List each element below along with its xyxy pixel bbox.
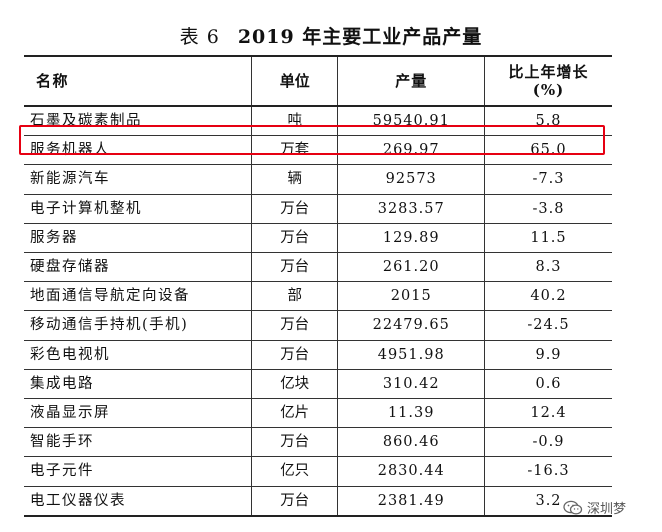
cell-output: 269.97	[337, 135, 485, 166]
table-row: 彩色电视机 万台 4951.98 9.9	[24, 339, 612, 370]
cell-output: 310.42	[337, 368, 485, 400]
cell-unit: 万台	[250, 427, 339, 458]
table-row: 智能手环 万台 860.46 -0.9	[24, 427, 612, 458]
header-output: 产量	[337, 55, 485, 107]
cell-unit: 万台	[250, 310, 339, 341]
cell-output: 22479.65	[337, 310, 485, 341]
cell-growth: 9.9	[484, 339, 612, 370]
header-growth: 比上年增长 (%)	[484, 55, 612, 107]
cell-unit: 万套	[250, 135, 339, 166]
cell-growth: 0.6	[484, 368, 612, 400]
cell-output: 261.20	[337, 252, 485, 283]
table-row: 集成电路 亿块 310.42 0.6	[24, 368, 612, 400]
cell-name: 服务器	[24, 222, 252, 254]
cell-output: 860.46	[337, 427, 485, 458]
cell-name: 电工仪器仪表	[24, 485, 252, 517]
wechat-icon	[563, 500, 583, 515]
cell-unit: 万台	[250, 339, 339, 370]
cell-growth: -0.9	[484, 427, 612, 458]
cell-output: 11.39	[337, 398, 485, 429]
cell-name: 石墨及碳素制品	[24, 105, 252, 137]
cell-unit: 万台	[250, 485, 339, 517]
cell-unit: 万台	[250, 193, 339, 224]
cell-growth: -24.5	[484, 310, 612, 341]
cell-name: 液晶显示屏	[24, 398, 252, 429]
table-row: 服务器 万台 129.89 11.5	[24, 222, 612, 254]
cell-growth: -7.3	[484, 164, 612, 195]
cell-name: 智能手环	[24, 427, 252, 458]
table-row: 电工仪器仪表 万台 2381.49 3.2	[24, 485, 612, 517]
watermark-text: 深圳梦	[587, 501, 627, 516]
table-row: 地面通信导航定向设备部 2015 40.2	[24, 281, 612, 312]
table-row: 电子元件 亿只 2830.44 -16.3	[24, 456, 612, 487]
cell-growth: 8.3	[484, 252, 612, 283]
cell-output: 59540.91	[337, 105, 485, 137]
table-row: 新能源汽车辆 92573 -7.3	[24, 164, 612, 195]
header-unit: 单位	[250, 55, 339, 107]
cell-name: 新能源汽车	[24, 164, 252, 195]
cell-growth: 65.0	[484, 135, 612, 166]
cell-unit: 亿只	[250, 456, 339, 487]
cell-growth: -16.3	[484, 456, 612, 487]
cell-unit: 万台	[250, 252, 339, 283]
cell-unit: 吨	[250, 105, 339, 137]
table-row: 电子计算机整机 万台 3283.57 -3.8	[24, 193, 612, 224]
table-row: 移动通信手持机(手机) 万台 22479.65 -24.5	[24, 310, 612, 341]
cell-unit: 辆	[250, 164, 339, 195]
cell-name: 地面通信导航定向设备	[24, 281, 252, 312]
cell-name: 电子计算机整机	[24, 193, 252, 224]
cell-growth: 3.2	[484, 485, 612, 517]
cell-growth: -3.8	[484, 193, 612, 224]
cell-growth: 40.2	[484, 281, 612, 312]
cell-name: 彩色电视机	[24, 339, 252, 370]
cell-name: 硬盘存储器	[24, 252, 252, 283]
table-body: 石墨及碳素制品吨 59540.91 5.8 服务机器人 万套 269.97 65.0 新能源汽…	[24, 105, 612, 517]
table-header-row: 名称 单位 产量 比上年增长 (%)	[24, 55, 612, 107]
production-table: 名称 单位 产量 比上年增长 (%) 石墨及碳素制品吨 59540.91 5.8 服务…	[24, 55, 612, 517]
table-title: 表 6 2019 年主要工业产品产量	[0, 22, 662, 49]
cell-growth: 12.4	[484, 398, 612, 429]
header-name: 名称	[24, 55, 252, 107]
table-row: 石墨及碳素制品吨 59540.91 5.8	[24, 105, 612, 137]
header-growth-line2: (%)	[532, 81, 565, 99]
cell-name: 集成电路	[24, 368, 252, 400]
cell-unit: 亿块	[250, 368, 339, 400]
cell-growth: 5.8	[484, 105, 612, 137]
cell-output: 2830.44	[337, 456, 485, 487]
cell-name: 电子元件	[24, 456, 252, 487]
table-title-text: 2019 年主要工业产品产量	[237, 26, 483, 48]
cell-output: 129.89	[337, 222, 485, 254]
cell-output: 2381.49	[337, 485, 485, 517]
cell-name: 服务机器人	[24, 135, 252, 166]
table-number: 表 6	[179, 26, 220, 48]
cell-unit: 亿片	[250, 398, 339, 429]
cell-output: 3283.57	[337, 193, 485, 224]
cell-unit: 部	[250, 281, 339, 312]
header-growth-line1: 比上年增长	[508, 63, 589, 81]
cell-output: 2015	[337, 281, 485, 312]
table-row: 硬盘存储器 万台 261.20 8.3	[24, 252, 612, 283]
cell-growth: 11.5	[484, 222, 612, 254]
cell-name: 移动通信手持机(手机)	[24, 310, 252, 341]
table-row: 液晶显示屏 亿片 11.39 12.4	[24, 398, 612, 429]
cell-unit: 万台	[250, 222, 339, 254]
cell-output: 4951.98	[337, 339, 485, 370]
table-row: 服务机器人 万套 269.97 65.0	[24, 135, 612, 166]
watermark: 深圳梦	[563, 498, 626, 517]
cell-output: 92573	[337, 164, 485, 195]
